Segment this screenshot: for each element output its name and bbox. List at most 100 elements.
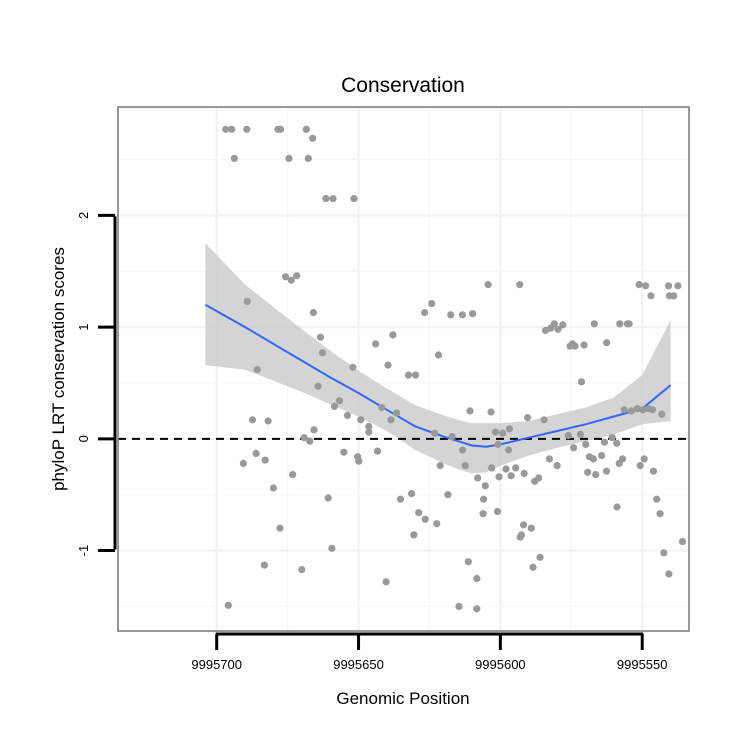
data-point	[447, 311, 455, 319]
grid-layer	[118, 107, 689, 631]
data-point	[410, 531, 418, 539]
data-point	[603, 339, 611, 347]
data-point	[545, 455, 554, 463]
data-point	[615, 459, 623, 467]
data-point	[479, 510, 487, 518]
y-tick-label: -1	[76, 545, 91, 557]
data-point	[335, 397, 344, 405]
data-point	[365, 428, 373, 436]
data-point	[222, 125, 230, 133]
data-point	[639, 406, 647, 414]
data-point	[658, 410, 666, 418]
smooth-trend-line	[204, 303, 672, 448]
data-point	[421, 515, 429, 523]
data-point	[520, 469, 528, 478]
data-point	[412, 371, 420, 379]
data-point	[649, 467, 658, 475]
data-point	[670, 292, 678, 300]
scatter-points-layer	[222, 125, 687, 613]
data-point	[520, 521, 528, 529]
data-point	[282, 273, 290, 281]
data-point	[269, 484, 277, 492]
data-point	[228, 125, 236, 133]
data-point	[261, 456, 269, 464]
data-point	[582, 440, 590, 448]
data-point	[488, 464, 496, 472]
data-point	[324, 494, 332, 502]
data-point	[304, 154, 312, 162]
data-point	[310, 426, 318, 434]
data-point	[620, 406, 628, 414]
data-point	[243, 125, 251, 133]
data-point	[480, 495, 488, 503]
data-point	[365, 422, 373, 431]
data-point	[264, 417, 272, 425]
data-point	[499, 429, 507, 437]
data-point	[589, 455, 598, 463]
data-point	[516, 533, 524, 541]
data-point	[627, 407, 636, 415]
data-point	[404, 371, 413, 379]
data-point	[633, 405, 642, 413]
data-point	[373, 447, 382, 455]
data-point	[330, 402, 338, 410]
data-point	[484, 281, 492, 289]
data-point	[328, 544, 336, 552]
data-point	[340, 448, 348, 456]
data-point	[592, 471, 600, 479]
data-point	[600, 438, 609, 446]
data-point	[640, 455, 648, 463]
y-axis-label: phyloP LRT conservation scores	[49, 247, 68, 491]
data-point	[636, 462, 644, 470]
x-axis: 9995700 9995650 9995600 9995550	[191, 632, 668, 672]
y-axis: -1 0 1 2	[76, 212, 117, 557]
data-point	[524, 414, 532, 422]
data-point	[554, 325, 562, 333]
data-point	[349, 363, 357, 371]
smooth-line-layer	[204, 303, 672, 448]
data-point	[434, 351, 443, 359]
data-point	[505, 446, 513, 454]
y-tick-label: 2	[76, 212, 91, 219]
data-point	[473, 605, 481, 613]
data-point	[571, 342, 579, 350]
data-point	[421, 309, 429, 317]
data-point	[648, 406, 657, 414]
plot-panel-border	[117, 106, 690, 632]
data-point	[642, 282, 650, 290]
data-point	[625, 320, 633, 328]
data-point	[428, 300, 436, 308]
data-point	[656, 510, 664, 518]
data-point	[527, 524, 535, 532]
y-tick-label: 0	[76, 435, 91, 442]
data-point	[389, 331, 397, 339]
data-point	[309, 309, 317, 317]
data-point	[507, 472, 515, 480]
data-point	[466, 407, 474, 415]
data-point	[665, 570, 673, 578]
data-point	[239, 459, 247, 467]
data-point	[316, 333, 325, 341]
data-point	[491, 428, 500, 436]
confidence-band	[205, 243, 671, 474]
data-point	[415, 508, 423, 517]
x-tick-label: 9995650	[333, 657, 384, 672]
data-point	[436, 462, 444, 470]
data-point	[378, 403, 386, 412]
data-point	[469, 310, 477, 318]
data-point	[458, 311, 466, 319]
data-point	[260, 561, 268, 569]
data-point	[598, 452, 606, 460]
data-point	[285, 154, 293, 162]
data-point	[494, 440, 502, 448]
x-axis-label: Genomic Position	[336, 689, 469, 708]
data-point	[433, 520, 441, 528]
data-point	[613, 503, 621, 511]
chart-title: Conservation	[341, 74, 465, 97]
data-point	[493, 507, 502, 516]
data-point	[252, 449, 260, 457]
data-point	[580, 341, 588, 349]
data-point	[635, 281, 643, 289]
data-point	[665, 282, 673, 290]
